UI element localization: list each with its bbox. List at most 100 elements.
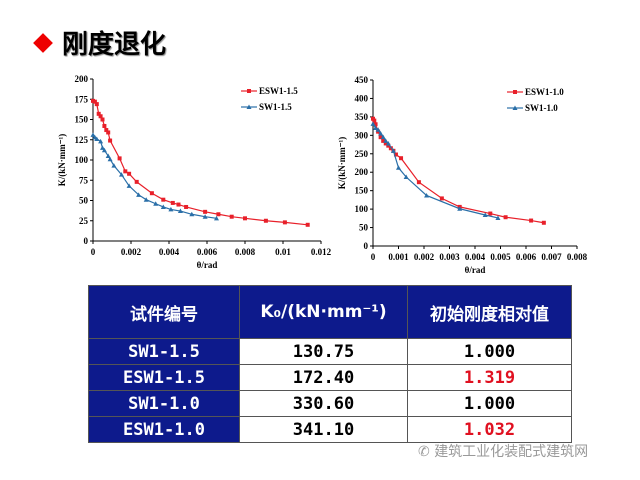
- relative-value: 1.000: [407, 338, 572, 365]
- x-tick-label: 0.002: [121, 247, 142, 257]
- data-point: [503, 215, 508, 220]
- data-point: [203, 209, 208, 214]
- data-point: [541, 220, 546, 225]
- data-point: [119, 172, 124, 177]
- x-tick-label: 0: [371, 252, 376, 262]
- y-tick-label: 200: [75, 74, 89, 84]
- data-point: [111, 163, 117, 168]
- data-point: [123, 169, 128, 174]
- header-specimen: 试件编号: [88, 285, 240, 339]
- watermark: ✆ 建筑工业化装配式建筑网: [418, 441, 588, 461]
- x-tick-label: 0.003: [439, 252, 460, 262]
- data-point: [263, 218, 268, 223]
- data-point: [149, 191, 154, 196]
- y-tick-label: 100: [355, 204, 369, 214]
- data-point: [106, 130, 111, 135]
- data-point: [98, 138, 104, 144]
- y-tick-label: 250: [355, 149, 369, 159]
- table-row: SW1-1.5 130.75 1.000: [88, 338, 572, 365]
- watermark-text: 建筑工业化装配式建筑网: [434, 444, 589, 460]
- y-tick-label: 300: [355, 130, 369, 140]
- data-point: [403, 174, 409, 180]
- wechat-icon: ✆: [418, 444, 435, 460]
- legend-marker: [512, 105, 518, 110]
- y-tick-label: 200: [355, 167, 369, 177]
- data-point: [96, 111, 101, 116]
- x-tick-label: 0.007: [541, 252, 562, 262]
- data-point: [396, 165, 401, 170]
- specimen-id: ESW1-1.0: [88, 416, 240, 443]
- y-tick-label: 50: [79, 196, 89, 206]
- data-point: [373, 125, 379, 130]
- data-point: [416, 180, 421, 185]
- data-point: [136, 192, 142, 197]
- chart-1: 0 25 50 75 100 125 150 175 200 0 0.002 0.004 0.006 0.…: [57, 74, 332, 270]
- x-tick-label: 0.006: [516, 252, 537, 262]
- data-point: [92, 99, 97, 104]
- y-tick-label: 150: [355, 186, 369, 196]
- data-point: [100, 117, 105, 122]
- slide-title: 刚度退化: [33, 24, 166, 61]
- k0-value: 341.10: [239, 416, 408, 443]
- y-axis-label: K/(kN·mm⁻¹): [57, 134, 67, 186]
- data-point: [168, 206, 174, 212]
- data-point: [385, 140, 391, 146]
- k0-value: 172.40: [239, 364, 408, 391]
- series-line-ESW1-1.5: [92, 100, 308, 226]
- header-relative: 初始刚度相对值: [407, 285, 572, 339]
- data-point: [184, 204, 189, 209]
- data-point: [373, 122, 378, 127]
- data-point: [161, 197, 166, 202]
- y-axis-label: K/(kN·mm⁻¹): [337, 137, 347, 189]
- data-point: [127, 171, 132, 176]
- x-tick-label: 0.004: [159, 247, 180, 257]
- table-header-row: 试件编号 K₀/(kN·mm⁻¹) 初始刚度相对值: [88, 285, 572, 339]
- legend-label: ESW1-1.5: [259, 86, 298, 96]
- relative-value: 1.319: [407, 364, 572, 391]
- relative-value: 1.032: [407, 416, 572, 443]
- data-point: [94, 136, 100, 141]
- x-axis-label: θ/rad: [465, 265, 486, 275]
- x-tick-label: 0.008: [567, 252, 588, 262]
- legend-label: SW1-1.0: [525, 103, 558, 113]
- data-point: [229, 214, 234, 219]
- data-point: [393, 152, 398, 157]
- legend-label: SW1-1.5: [259, 102, 292, 112]
- y-tick-label: 125: [75, 135, 89, 145]
- legend-marker: [513, 90, 517, 94]
- series-line-SW1-1.0: [372, 123, 499, 219]
- data-point: [388, 146, 393, 151]
- data-point: [160, 204, 166, 209]
- specimen-id: SW1-1.0: [88, 390, 240, 417]
- data-point: [282, 220, 287, 225]
- data-point: [399, 156, 404, 161]
- data-point: [104, 128, 109, 133]
- data-point: [216, 212, 221, 217]
- data-point: [424, 192, 430, 198]
- y-tick-label: 0: [84, 236, 89, 246]
- x-tick-label: 0.001: [388, 252, 409, 262]
- data-point: [381, 138, 386, 143]
- x-tick-label: 0.004: [465, 252, 486, 262]
- series-line-SW1-1.5: [92, 134, 217, 219]
- data-point: [378, 135, 383, 140]
- x-tick-label: 0: [91, 247, 96, 257]
- data-point: [383, 141, 388, 146]
- data-point: [390, 148, 396, 153]
- y-tick-label: 50: [359, 223, 369, 233]
- data-point: [94, 102, 99, 107]
- data-point: [90, 132, 96, 137]
- stiffness-table: 试件编号 K₀/(kN·mm⁻¹) 初始刚度相对值 SW1-1.5 130.75 1…: [88, 285, 572, 443]
- data-point: [386, 143, 391, 148]
- chart-2: 0 50 100 150 200 250 300 350 400 450 0 0.001 0.002 0.…: [337, 75, 588, 275]
- data-point: [189, 211, 195, 217]
- data-point: [495, 215, 501, 220]
- table-row: ESW1-1.5 172.40 1.319: [88, 364, 572, 391]
- legend-marker: [246, 104, 252, 109]
- table-row: ESW1-1.0 341.10 1.032: [88, 416, 572, 443]
- y-tick-label: 350: [355, 112, 369, 122]
- data-point: [305, 222, 310, 227]
- y-tick-label: 400: [355, 93, 369, 103]
- k0-value: 330.60: [239, 390, 408, 417]
- k0-value: 130.75: [239, 338, 408, 365]
